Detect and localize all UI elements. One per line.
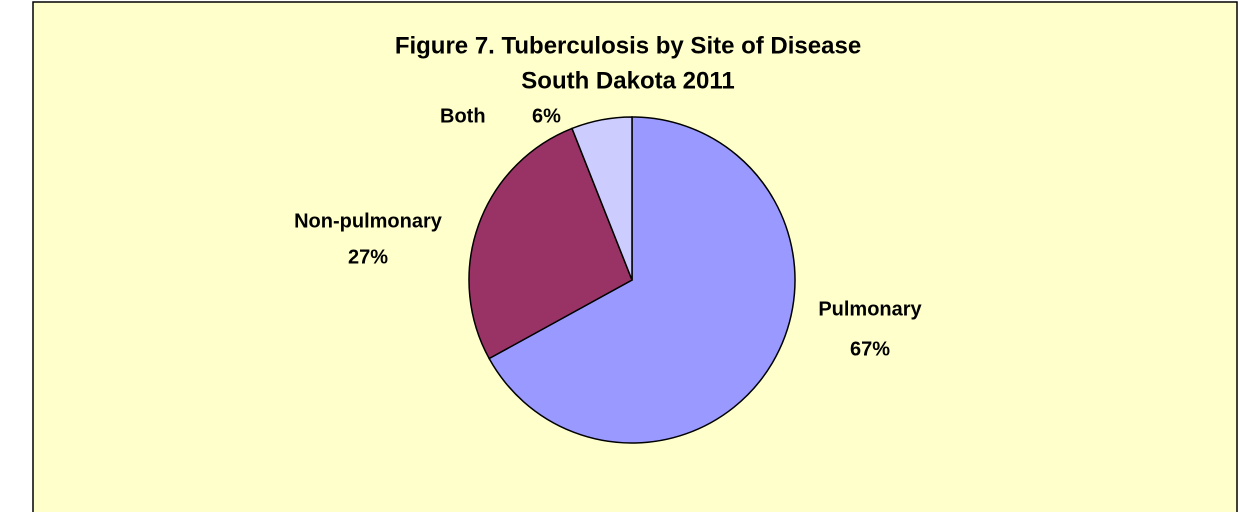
chart-subtitle: South Dakota 2011 bbox=[521, 67, 734, 94]
pie-slice bbox=[571, 116, 633, 281]
pie-slice bbox=[468, 127, 633, 360]
slice-label: Non-pulmonary bbox=[294, 210, 443, 232]
slice-value-label: 27% bbox=[348, 246, 388, 268]
slice-label: Both bbox=[440, 105, 486, 127]
slice-value-label: 67% bbox=[850, 338, 890, 360]
pie-slice bbox=[488, 116, 796, 444]
slice-label: Pulmonary bbox=[818, 298, 922, 320]
chart-title: Figure 7. Tuberculosis by Site of Diseas… bbox=[395, 32, 861, 59]
slice-value-label: 6% bbox=[532, 105, 561, 127]
